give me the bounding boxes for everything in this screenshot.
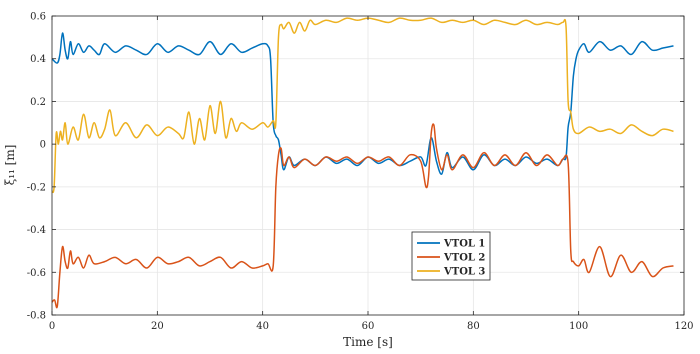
x-tick-label: 120 [674, 321, 693, 332]
y-axis: -0.8 -0.6 -0.4 -0.2 0 0.2 0.4 0.6 [27, 12, 684, 322]
series-line-vtol-3 [51, 17, 674, 194]
legend: VTOL 1 VTOL 2 VTOL 3 [411, 231, 491, 281]
y-tick-label: 0 [40, 140, 46, 151]
series-line-vtol-1 [51, 32, 674, 175]
y-tick-label: -0.2 [27, 182, 46, 193]
y-tick-label: 0.2 [30, 97, 46, 108]
x-tick-label: 60 [362, 321, 375, 332]
y-tick-label: 0.6 [30, 12, 46, 23]
x-axis-label: Time [s] [343, 335, 393, 349]
x-axis: 0 20 40 60 80 100 120 [49, 16, 694, 332]
x-tick-label: 80 [467, 321, 480, 332]
series-layer [51, 17, 674, 309]
y-tick-label: -0.6 [27, 268, 46, 279]
x-tick-label: 20 [151, 321, 164, 332]
x-tick-label: 0 [49, 321, 55, 332]
legend-label-vtol-2: VTOL 2 [443, 253, 485, 264]
legend-label-vtol-1: VTOL 1 [443, 239, 485, 250]
legend-items: VTOL 1 VTOL 2 VTOL 3 [417, 239, 485, 278]
legend-box [411, 231, 491, 281]
legend-label-vtol-3: VTOL 3 [443, 267, 485, 278]
y-axis-label: ξ₁₁ [m] [3, 145, 17, 186]
y-tick-label: -0.4 [27, 225, 46, 236]
y-tick-label: 0.4 [30, 54, 46, 65]
x-tick-label: 40 [256, 321, 269, 332]
series-line-vtol-2 [51, 123, 674, 309]
y-tick-label: -0.8 [27, 311, 46, 322]
x-tick-label: 100 [569, 321, 588, 332]
